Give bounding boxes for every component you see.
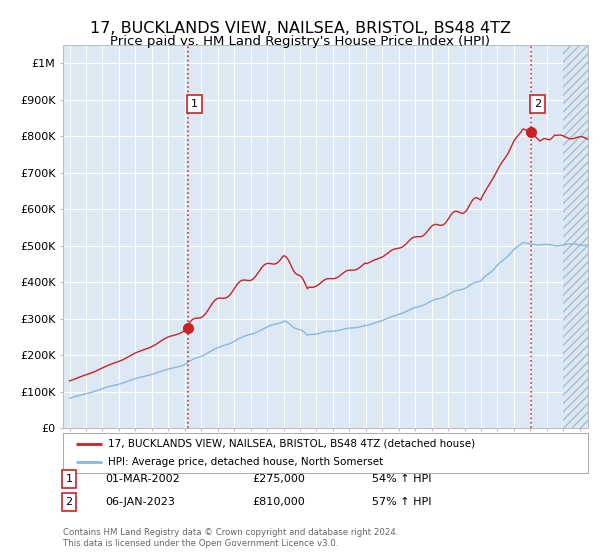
Text: Contains HM Land Registry data © Crown copyright and database right 2024.
This d: Contains HM Land Registry data © Crown c… xyxy=(63,528,398,548)
Text: £275,000: £275,000 xyxy=(252,474,305,484)
Text: 57% ↑ HPI: 57% ↑ HPI xyxy=(372,497,431,507)
Text: 54% ↑ HPI: 54% ↑ HPI xyxy=(372,474,431,484)
Text: 17, BUCKLANDS VIEW, NAILSEA, BRISTOL, BS48 4TZ: 17, BUCKLANDS VIEW, NAILSEA, BRISTOL, BS… xyxy=(89,21,511,36)
Text: 2: 2 xyxy=(534,99,541,109)
Text: 1: 1 xyxy=(65,474,73,484)
Text: £810,000: £810,000 xyxy=(252,497,305,507)
Bar xyxy=(563,45,596,428)
Text: HPI: Average price, detached house, North Somerset: HPI: Average price, detached house, Nort… xyxy=(107,458,383,467)
Text: 01-MAR-2002: 01-MAR-2002 xyxy=(105,474,180,484)
Text: 1: 1 xyxy=(191,99,198,109)
Text: Price paid vs. HM Land Registry's House Price Index (HPI): Price paid vs. HM Land Registry's House … xyxy=(110,35,490,48)
Text: 2: 2 xyxy=(65,497,73,507)
Text: 17, BUCKLANDS VIEW, NAILSEA, BRISTOL, BS48 4TZ (detached house): 17, BUCKLANDS VIEW, NAILSEA, BRISTOL, BS… xyxy=(107,439,475,449)
Text: 06-JAN-2023: 06-JAN-2023 xyxy=(105,497,175,507)
